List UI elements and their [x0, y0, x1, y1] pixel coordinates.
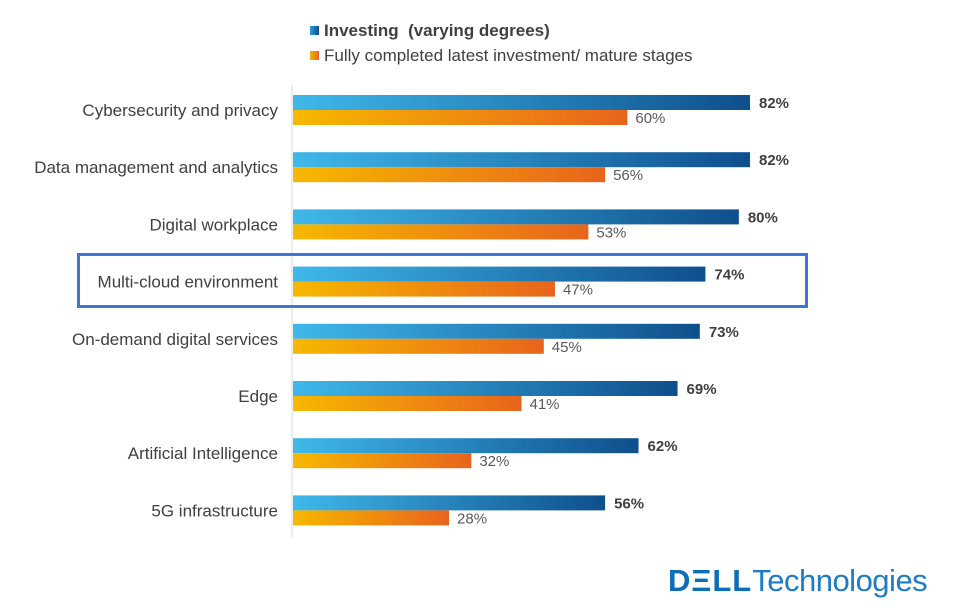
bar-investing-cybersecurity-and-privacy: [293, 95, 750, 110]
data-label-fully-completed-edge: 41%: [530, 396, 560, 413]
data-label-fully-completed-digital-workplace: 53%: [596, 224, 626, 241]
bar-fully-completed-5g-infrastructure: [293, 510, 450, 526]
category-label-edge: Edge: [238, 387, 278, 406]
legend-swatch-investing: [310, 26, 319, 35]
category-label-data-management-and-analytics: Data management and analytics: [34, 158, 278, 177]
data-label-investing-digital-workplace: 80%: [748, 209, 778, 226]
highlight-box-multi-cloud: [77, 253, 808, 308]
bar-investing-5g-infrastructure: [293, 495, 606, 511]
data-label-investing-artificial-intelligence: 62%: [648, 438, 678, 455]
bar-fully-completed-multi-cloud-environment: [293, 281, 555, 297]
bar-investing-edge: [293, 381, 678, 396]
chart-legend: Investing (varying degrees) Fully comple…: [310, 18, 693, 68]
data-label-investing-data-management-and-analytics: 82%: [759, 152, 789, 169]
bar-fully-completed-digital-workplace: [293, 224, 589, 240]
bar-fully-completed-on-demand-digital-services: [293, 338, 544, 354]
legend-label-fully-completed: Fully completed latest investment/ matur…: [324, 45, 693, 65]
data-label-fully-completed-cybersecurity-and-privacy: 60%: [635, 110, 665, 127]
legend-item-fully-completed: Fully completed latest investment/ matur…: [310, 43, 693, 68]
bar-investing-data-management-and-analytics: [293, 152, 750, 168]
data-label-fully-completed-multi-cloud-environment: 47%: [563, 282, 593, 299]
data-label-investing-edge: 69%: [687, 381, 717, 398]
legend-label-investing: Investing (varying degrees): [324, 20, 550, 40]
category-label-digital-workplace: Digital workplace: [150, 215, 279, 234]
dell-technologies-logo: DΞLLTechnologies: [668, 563, 928, 599]
legend-item-investing: Investing (varying degrees): [310, 18, 693, 43]
category-label-5g-infrastructure: 5G infrastructure: [151, 501, 278, 520]
logo-technologies-text: Technologies: [752, 563, 928, 598]
data-label-investing-multi-cloud-environment: 74%: [714, 267, 744, 284]
bar-fully-completed-cybersecurity-and-privacy: [293, 110, 628, 125]
category-label-cybersecurity-and-privacy: Cybersecurity and privacy: [82, 101, 278, 120]
bar-investing-on-demand-digital-services: [293, 323, 700, 339]
legend-swatch-fully-completed: [310, 51, 319, 60]
bar-fully-completed-data-management-and-analytics: [293, 167, 606, 183]
bar-fully-completed-artificial-intelligence: [293, 453, 472, 469]
category-label-on-demand-digital-services: On-demand digital services: [72, 330, 278, 349]
data-label-investing-5g-infrastructure: 56%: [614, 495, 644, 512]
data-label-fully-completed-artificial-intelligence: 32%: [479, 453, 509, 470]
bar-investing-artificial-intelligence: [293, 438, 639, 454]
bar-investing-multi-cloud-environment: [293, 266, 706, 282]
logo-dell-wordmark: DΞLL: [668, 563, 753, 598]
data-label-investing-on-demand-digital-services: 73%: [709, 324, 739, 341]
data-label-investing-cybersecurity-and-privacy: 82%: [759, 95, 789, 112]
category-label-artificial-intelligence: Artificial Intelligence: [128, 444, 278, 463]
bar-investing-digital-workplace: [293, 209, 739, 225]
data-label-fully-completed-on-demand-digital-services: 45%: [552, 339, 582, 356]
bar-fully-completed-edge: [293, 396, 522, 411]
data-label-fully-completed-5g-infrastructure: 28%: [457, 510, 487, 527]
data-label-fully-completed-data-management-and-analytics: 56%: [613, 167, 643, 184]
category-label-multi-cloud-environment: Multi-cloud environment: [98, 273, 279, 292]
